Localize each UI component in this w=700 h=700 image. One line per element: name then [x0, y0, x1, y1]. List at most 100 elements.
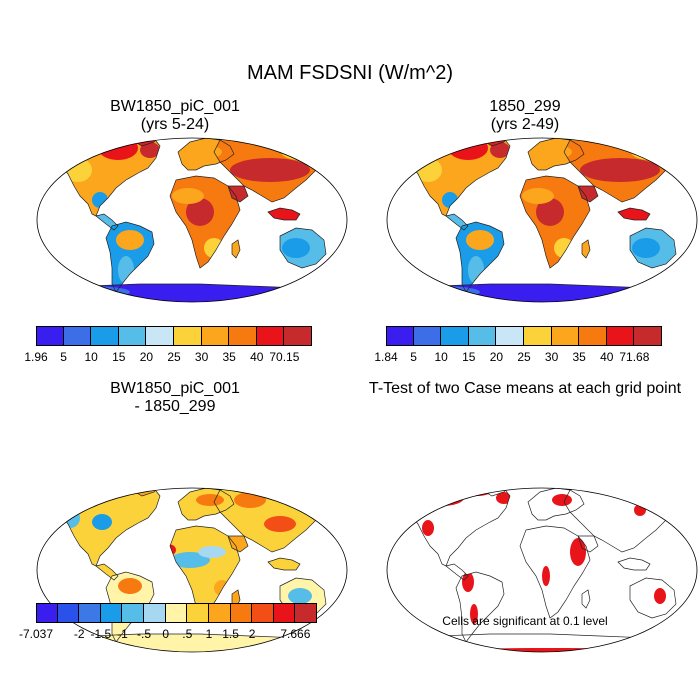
- panel-a-title-line2: (yrs 5-24): [140, 116, 210, 133]
- map-b-land: [399, 138, 693, 302]
- colorbar-a-label: 1.96: [24, 350, 48, 364]
- colorbar-a-box: [146, 326, 174, 346]
- colorbar-a-box: [284, 326, 312, 346]
- colorbar-a-label: 25: [167, 350, 181, 364]
- map-d-field-patch: [422, 520, 434, 536]
- colorbar-b-box: [634, 326, 662, 346]
- map-c-field-patch: [106, 488, 130, 496]
- colorbar-a-label: 40: [250, 350, 264, 364]
- colorbar-b-box: [386, 326, 414, 346]
- panel-b-title: 1850_299 (yrs 2-49): [380, 98, 670, 134]
- colorbar-c-label: -1: [117, 627, 128, 641]
- colorbar-c-label: -2: [73, 627, 85, 641]
- map-a-field-patch: [140, 142, 160, 158]
- colorbar-b-box: [496, 326, 524, 346]
- colorbar-c-box: [100, 603, 123, 623]
- map-a-continent-id: [268, 208, 300, 220]
- map-b-continent-nz: [684, 262, 692, 278]
- map-panel-a: [36, 137, 348, 303]
- map-c-field-patch: [234, 492, 266, 508]
- colorbar-b-box: [441, 326, 469, 346]
- map-a-field-patch: [230, 158, 310, 182]
- map-c-field-patch: [118, 578, 142, 594]
- colorbar-c-box: [187, 603, 209, 623]
- colorbar-b-label: 71.68: [619, 350, 650, 364]
- map-d-field-patch: [460, 648, 640, 652]
- map-d-field-patch: [420, 490, 464, 506]
- map-c-field-patch: [170, 552, 210, 568]
- colorbar-c-box: [208, 603, 231, 623]
- map-d-field-patch: [552, 494, 572, 506]
- colorbar-c-label: 0: [162, 627, 170, 641]
- map-b-field-patch: [528, 144, 572, 160]
- colorbar-b-label: 5: [410, 350, 417, 364]
- colorbar-a-box: [256, 326, 285, 346]
- map-d-field-patch: [462, 572, 474, 592]
- colorbar-a-label: 10: [84, 350, 98, 364]
- colorbar-c-box: [295, 603, 317, 623]
- significance-note: Cells are significant at 0.1 level: [442, 614, 608, 628]
- map-c-field-patch: [92, 514, 112, 530]
- colorbar-b-label: 1.84: [374, 350, 398, 364]
- colorbar-b-label: 15: [462, 350, 476, 364]
- colorbar-b-label: 30: [544, 350, 559, 364]
- colorbar-a: 1.96 5 10 15 20 25 30 35 40 70.15: [24, 326, 312, 366]
- panel-d-title: T-Test of two Case means at each grid po…: [355, 380, 695, 398]
- colorbar-c: -7.037 -2 -1.5 -1 -.5 0 .5 1 1.5 2 7.666: [19, 603, 317, 643]
- colorbar-a-label: 70.15: [269, 350, 300, 364]
- panel-c-title: BW1850_piC_001 - 1850_299: [30, 380, 320, 416]
- colorbar-c-box: [36, 603, 58, 623]
- map-c-field-patch: [196, 494, 224, 506]
- map-b-continent-ar: [578, 186, 598, 202]
- colorbar-c-box: [273, 603, 296, 623]
- map-a-field-patch: [116, 230, 144, 250]
- panel-a-title-line1: BW1850_piC_001: [110, 98, 240, 115]
- map-d-field-patch: [570, 538, 586, 566]
- colorbar-c-label: 1.5: [222, 627, 239, 641]
- colorbar-a-label: 15: [112, 350, 126, 364]
- colorbar-c-box: [79, 603, 101, 623]
- colorbar-a-box: [63, 326, 92, 346]
- map-a-field-patch: [178, 144, 222, 160]
- map-b-field-patch: [490, 142, 510, 158]
- map-d-continent-id: [618, 558, 650, 570]
- panel-c-title-line1: BW1850_piC_001: [110, 380, 240, 397]
- map-panel-d: [386, 487, 698, 653]
- colorbar-c-label: .5: [182, 627, 193, 641]
- map-d-field-patch: [634, 504, 646, 516]
- colorbar-b: 1.84 5 10 15 20 25 30 35 40 71.68: [374, 326, 662, 366]
- colorbar-c-label: 1: [205, 627, 213, 641]
- colorbar-c-label: -.5: [137, 627, 152, 641]
- map-a-field-patch: [186, 198, 214, 226]
- colorbar-a-label: 30: [194, 350, 209, 364]
- map-b-field-patch: [466, 230, 494, 250]
- colorbar-c-label: -1.5: [90, 627, 112, 641]
- colorbar-b-label: 10: [434, 350, 448, 364]
- colorbar-b-box: [606, 326, 635, 346]
- panel-c-title-line2: - 1850_299: [134, 398, 216, 415]
- figure-title: MAM FSDSNI (W/m^2): [246, 62, 454, 84]
- map-a-continent-nz: [334, 262, 342, 278]
- colorbar-a-label: 5: [60, 350, 67, 364]
- panel-a-title: BW1850_piC_001 (yrs 5-24): [30, 98, 320, 134]
- map-c-field-patch: [198, 546, 226, 558]
- map-c-continent-id: [268, 558, 300, 570]
- map-b-field-patch: [510, 290, 630, 302]
- map-c-continent-ar: [228, 536, 248, 552]
- colorbar-b-label: 20: [489, 350, 504, 364]
- colorbar-a-box: [91, 326, 119, 346]
- map-c-continent-nz: [334, 612, 342, 628]
- colorbar-c-box: [122, 603, 145, 623]
- map-d-field-patch: [464, 488, 492, 496]
- map-panel-c: [36, 487, 348, 653]
- colorbar-a-box: [174, 326, 202, 346]
- colorbar-b-label: 40: [600, 350, 614, 364]
- colorbar-c-label: -7.037: [18, 627, 54, 641]
- map-b-field-patch: [522, 188, 554, 204]
- map-b-continent-id: [618, 208, 650, 220]
- colorbar-c-box: [230, 603, 253, 623]
- colorbar-a-label: 20: [139, 350, 154, 364]
- map-c-field-patch: [288, 588, 312, 604]
- colorbar-a-box: [201, 326, 230, 346]
- colorbar-a-box: [118, 326, 147, 346]
